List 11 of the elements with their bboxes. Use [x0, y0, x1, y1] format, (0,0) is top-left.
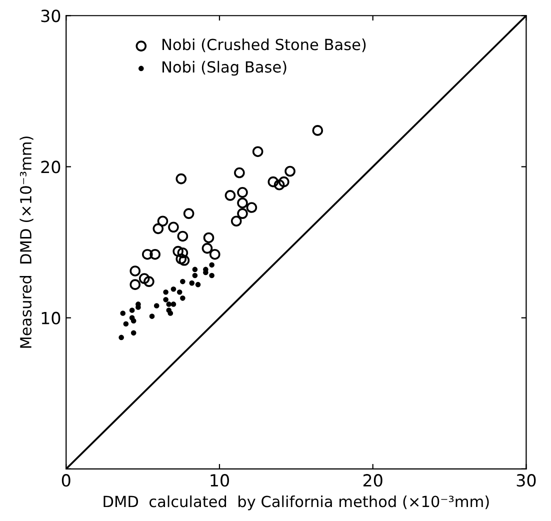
x-tick-label: 10	[210, 474, 229, 487]
y-tick-label: 20	[41, 160, 60, 174]
y-tick-label: 10	[42, 312, 60, 324]
y-axis-title: Measured DMD (×10⁻³mm)	[20, 136, 34, 348]
legend-label: Nobi (Crushed Stone Base)	[162, 38, 366, 52]
x-tick-label: 20	[363, 474, 382, 487]
x-axis-title: DMD calculated by California method (×10⁻³mm)	[104, 495, 489, 510]
x-tick-label: 0	[62, 474, 70, 487]
legend-label: Nobi (Slag Base)	[162, 60, 286, 76]
y-tick-label: 30	[41, 10, 60, 22]
x-tick-label: 30	[516, 474, 536, 487]
